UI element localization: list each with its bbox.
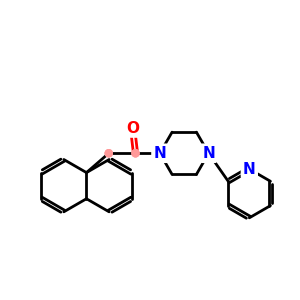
Text: O: O [126, 121, 139, 136]
Circle shape [105, 150, 112, 157]
Circle shape [132, 150, 139, 157]
Text: N: N [243, 162, 256, 177]
Text: N: N [154, 146, 166, 161]
Text: N: N [202, 146, 215, 161]
Circle shape [105, 150, 112, 157]
Circle shape [132, 150, 139, 157]
